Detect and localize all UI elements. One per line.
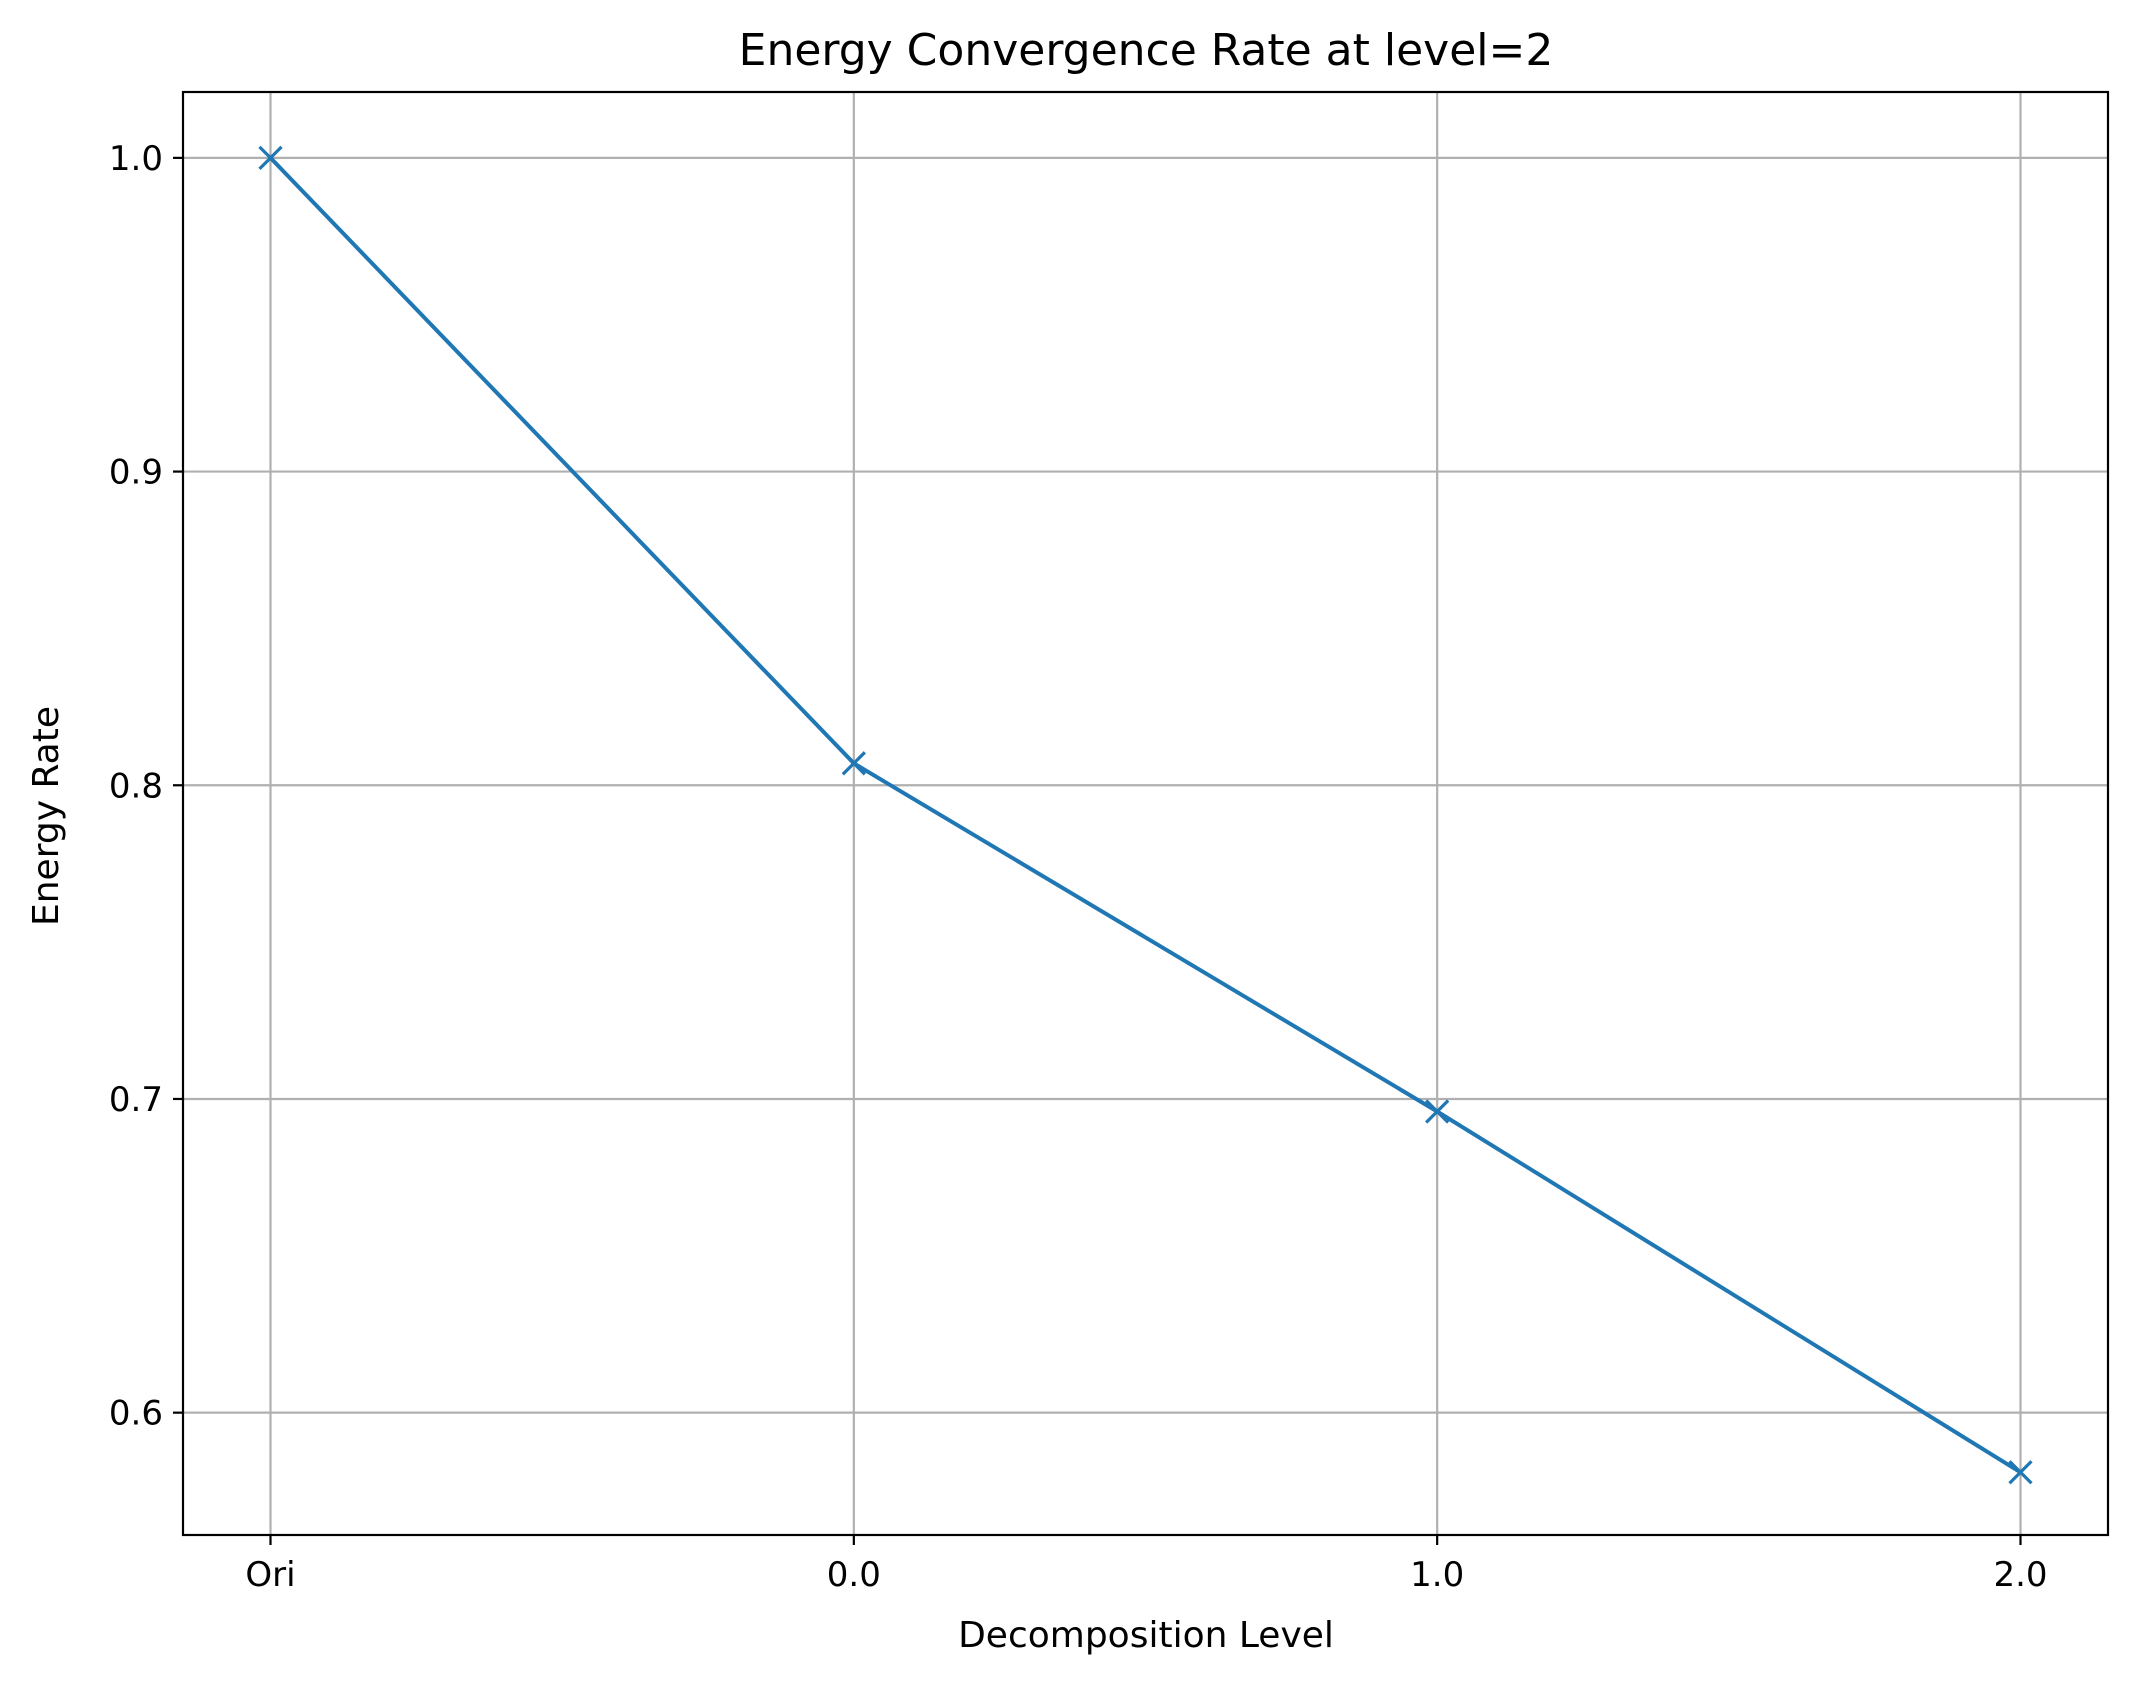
data-point-marker — [841, 751, 866, 776]
x-tick-label: 0.0 — [827, 1555, 881, 1595]
axis-ticks: Ori 0.0 1.0 2.0 0.6 0.7 0.8 0.9 1.0 — [109, 139, 2048, 1595]
x-tick-label: 2.0 — [1993, 1555, 2047, 1595]
x-tick-label: 1.0 — [1410, 1555, 1464, 1595]
y-tick-label: 1.0 — [109, 139, 163, 179]
data-point-marker — [2008, 1460, 2033, 1485]
y-tick-label: 0.8 — [109, 766, 163, 806]
x-axis-label: Decomposition Level — [958, 1615, 1334, 1656]
x-tick-label: Ori — [245, 1555, 295, 1595]
y-tick-label: 0.9 — [109, 453, 163, 493]
plot-frame — [181, 90, 2110, 1537]
grid-lines — [183, 92, 2108, 1535]
y-tick-label: 0.7 — [109, 1080, 163, 1120]
chart-title: Energy Convergence Rate at level=2 — [739, 25, 1554, 76]
series-layer — [258, 145, 2033, 1485]
data-point-marker — [1425, 1099, 1450, 1124]
data-point-marker — [258, 145, 283, 171]
series-line — [269, 156, 2022, 1475]
y-axis-label: Energy Rate — [26, 706, 67, 926]
y-tick-label: 0.6 — [109, 1394, 163, 1434]
